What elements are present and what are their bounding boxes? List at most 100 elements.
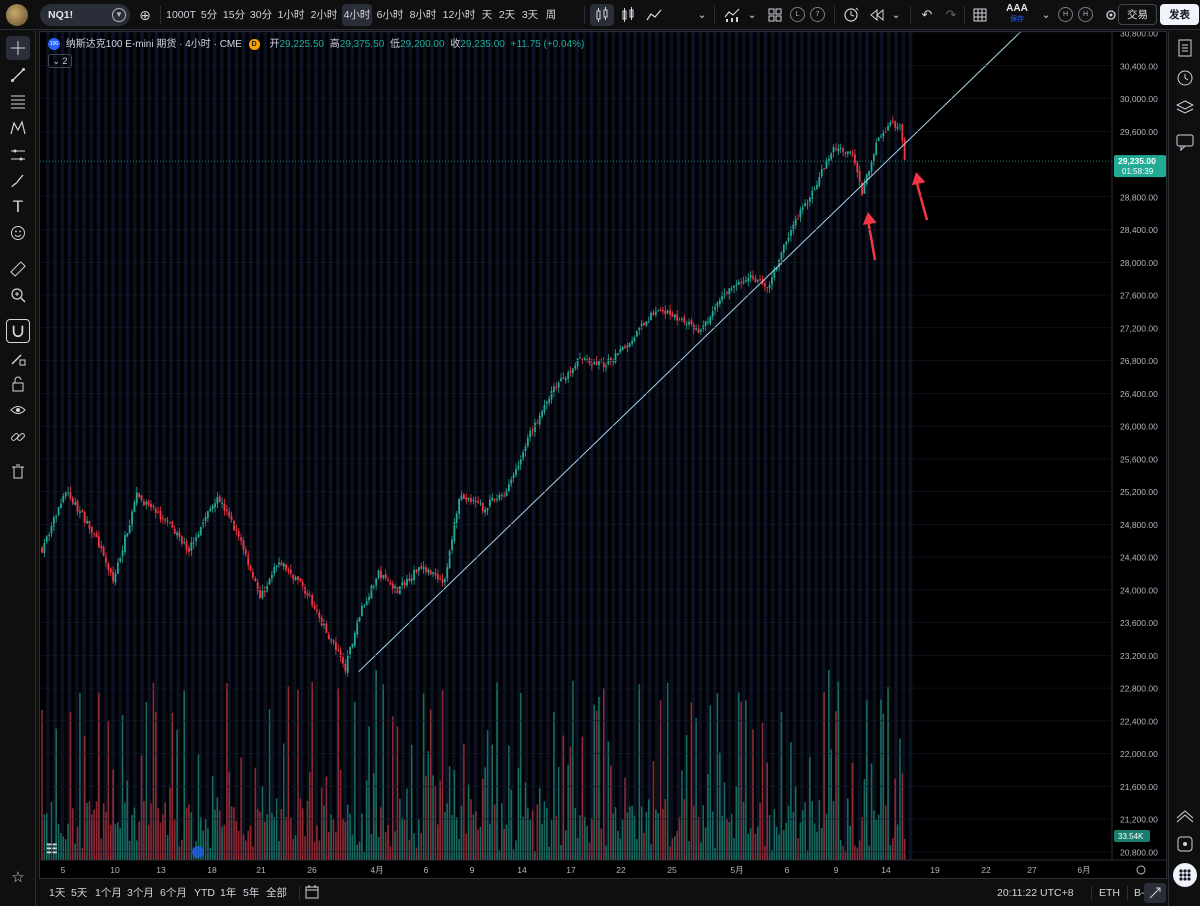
- range-4[interactable]: 6个月: [160, 887, 187, 899]
- chevron-down-icon[interactable]: ⌄: [747, 9, 757, 21]
- candle-body: [714, 307, 716, 310]
- draw-lock-pencil-icon[interactable]: [6, 346, 30, 370]
- interval-8[interactable]: 8小时: [409, 9, 437, 21]
- range-8[interactable]: 全部: [266, 887, 287, 899]
- interval-3[interactable]: 30分: [249, 9, 273, 21]
- badge-h[interactable]: H: [1058, 7, 1073, 22]
- trendline-tool-icon[interactable]: [6, 63, 30, 87]
- time-tick-label: 25: [667, 865, 677, 875]
- publish-button[interactable]: 发表: [1160, 4, 1199, 25]
- range-3[interactable]: 3个月: [127, 887, 154, 899]
- chevron-down-icon[interactable]: ⌄: [1041, 9, 1051, 21]
- link-icon[interactable]: [6, 425, 30, 449]
- indicators-icon[interactable]: [722, 4, 742, 26]
- chevron-down-icon[interactable]: ⌄: [891, 9, 901, 21]
- symbol-title[interactable]: 纳斯达克100 E-mini 期货 · 4小时 · CME: [65, 39, 242, 50]
- price-tick-label: 23,600.00: [1120, 618, 1158, 628]
- high-label: 高: [329, 39, 340, 50]
- session-band: [568, 32, 572, 878]
- volume-bar: [344, 821, 347, 860]
- lock-icon[interactable]: [6, 372, 30, 396]
- apps-grid-icon[interactable]: [1173, 863, 1197, 887]
- candle-body: [659, 309, 662, 311]
- badge-7[interactable]: 7: [810, 7, 825, 22]
- candle-body: [83, 512, 86, 523]
- range-6[interactable]: 1年: [220, 887, 237, 899]
- ideas-stream-icon[interactable]: [1174, 805, 1196, 827]
- interval-9[interactable]: 12小时: [442, 9, 476, 21]
- interval-2[interactable]: 15分: [222, 9, 246, 21]
- text-tool-icon[interactable]: T: [12, 197, 24, 216]
- goto-date-icon[interactable]: [305, 885, 321, 904]
- chat-icon[interactable]: [1174, 131, 1196, 153]
- layers-icon[interactable]: [1174, 97, 1196, 119]
- chart-pane[interactable]: 30,800.00 30,400.00 30,000.00 29,600.00 28,8…: [39, 31, 1167, 879]
- fib-tool-icon[interactable]: [6, 89, 30, 113]
- line-chart-icon[interactable]: [644, 4, 664, 26]
- session-toggle[interactable]: ETH: [1099, 887, 1120, 899]
- eye-icon[interactable]: [6, 398, 30, 422]
- chevron-down-icon[interactable]: ⌄: [697, 9, 707, 21]
- notifications-icon[interactable]: [1174, 833, 1196, 855]
- brush-tool-icon[interactable]: [6, 169, 30, 193]
- range-0[interactable]: 1天: [49, 887, 66, 899]
- auto-scale-icon[interactable]: [1144, 883, 1166, 903]
- volume-bar: [81, 847, 84, 860]
- bar-style-candles-icon[interactable]: [590, 4, 614, 26]
- ruler-tool-icon[interactable]: [6, 257, 30, 281]
- bar-style-hollow-icon[interactable]: [618, 4, 638, 26]
- range-2[interactable]: 1个月: [95, 887, 122, 899]
- zoom-in-icon[interactable]: [6, 283, 30, 307]
- interval-5[interactable]: 2小时: [310, 9, 338, 21]
- range-5[interactable]: YTD: [194, 887, 215, 899]
- candle-body: [844, 152, 847, 154]
- symbol-chevron-icon[interactable]: ▼: [112, 8, 126, 22]
- badge-h[interactable]: H: [1078, 7, 1093, 22]
- save-layout-button[interactable]: AAA 保存: [1006, 2, 1028, 28]
- volume-bar: [43, 814, 46, 860]
- trade-button[interactable]: 交易: [1118, 4, 1157, 25]
- interval-10[interactable]: 天: [481, 9, 493, 21]
- range-1[interactable]: 5天: [71, 887, 88, 899]
- alert-clock-icon[interactable]: [840, 4, 862, 26]
- interval-6[interactable]: 4小时: [342, 4, 372, 26]
- magnet-icon[interactable]: [6, 319, 30, 343]
- redo-icon[interactable]: ↷: [945, 7, 957, 22]
- replay-icon[interactable]: [868, 4, 886, 26]
- price-chart-canvas[interactable]: 30,800.00 30,400.00 30,000.00 29,600.00 28,8…: [40, 32, 1167, 879]
- star-icon[interactable]: ☆: [11, 869, 25, 886]
- volume-bar: [204, 818, 207, 860]
- undo-icon[interactable]: ↶: [921, 7, 933, 22]
- forecast-tool-icon[interactable]: [6, 143, 30, 167]
- interval-12[interactable]: 3天: [521, 9, 539, 21]
- watchlist-icon[interactable]: [1174, 37, 1196, 59]
- range-7[interactable]: 5年: [243, 887, 260, 899]
- volume-bar: [330, 814, 332, 860]
- interval-7[interactable]: 6小时: [376, 9, 404, 21]
- interval-0[interactable]: 1000T: [166, 9, 196, 21]
- symbol-search[interactable]: NQ1! ▼: [40, 4, 130, 26]
- candle-body: [740, 282, 743, 284]
- table-icon[interactable]: [970, 4, 990, 26]
- candle-body: [256, 582, 259, 592]
- layout-grid-icon[interactable]: [766, 4, 784, 26]
- settings-gear-icon[interactable]: [1104, 4, 1118, 26]
- interval-4[interactable]: 1小时: [277, 9, 305, 21]
- crosshair-icon[interactable]: [6, 36, 30, 60]
- emoji-tool-icon[interactable]: [6, 221, 30, 245]
- interval-11[interactable]: 2天: [498, 9, 516, 21]
- badge-l[interactable]: L: [790, 7, 805, 22]
- trash-icon[interactable]: [6, 459, 30, 483]
- user-avatar[interactable]: [6, 4, 28, 26]
- alerts-clock-icon[interactable]: [1174, 67, 1196, 89]
- compare-add-icon[interactable]: ⊕: [139, 7, 151, 23]
- pattern-tool-icon[interactable]: [6, 116, 30, 140]
- session-band: [212, 32, 217, 878]
- clock-timezone[interactable]: 20:11:22 UTC+8: [997, 887, 1074, 899]
- interval-1[interactable]: 5分: [200, 9, 218, 21]
- candle-body: [515, 468, 517, 476]
- legend-collapse-button[interactable]: ⌄ 2: [48, 54, 72, 68]
- volume-bar: [583, 817, 586, 860]
- interval-13[interactable]: 周: [545, 9, 557, 21]
- candle-body: [562, 377, 565, 379]
